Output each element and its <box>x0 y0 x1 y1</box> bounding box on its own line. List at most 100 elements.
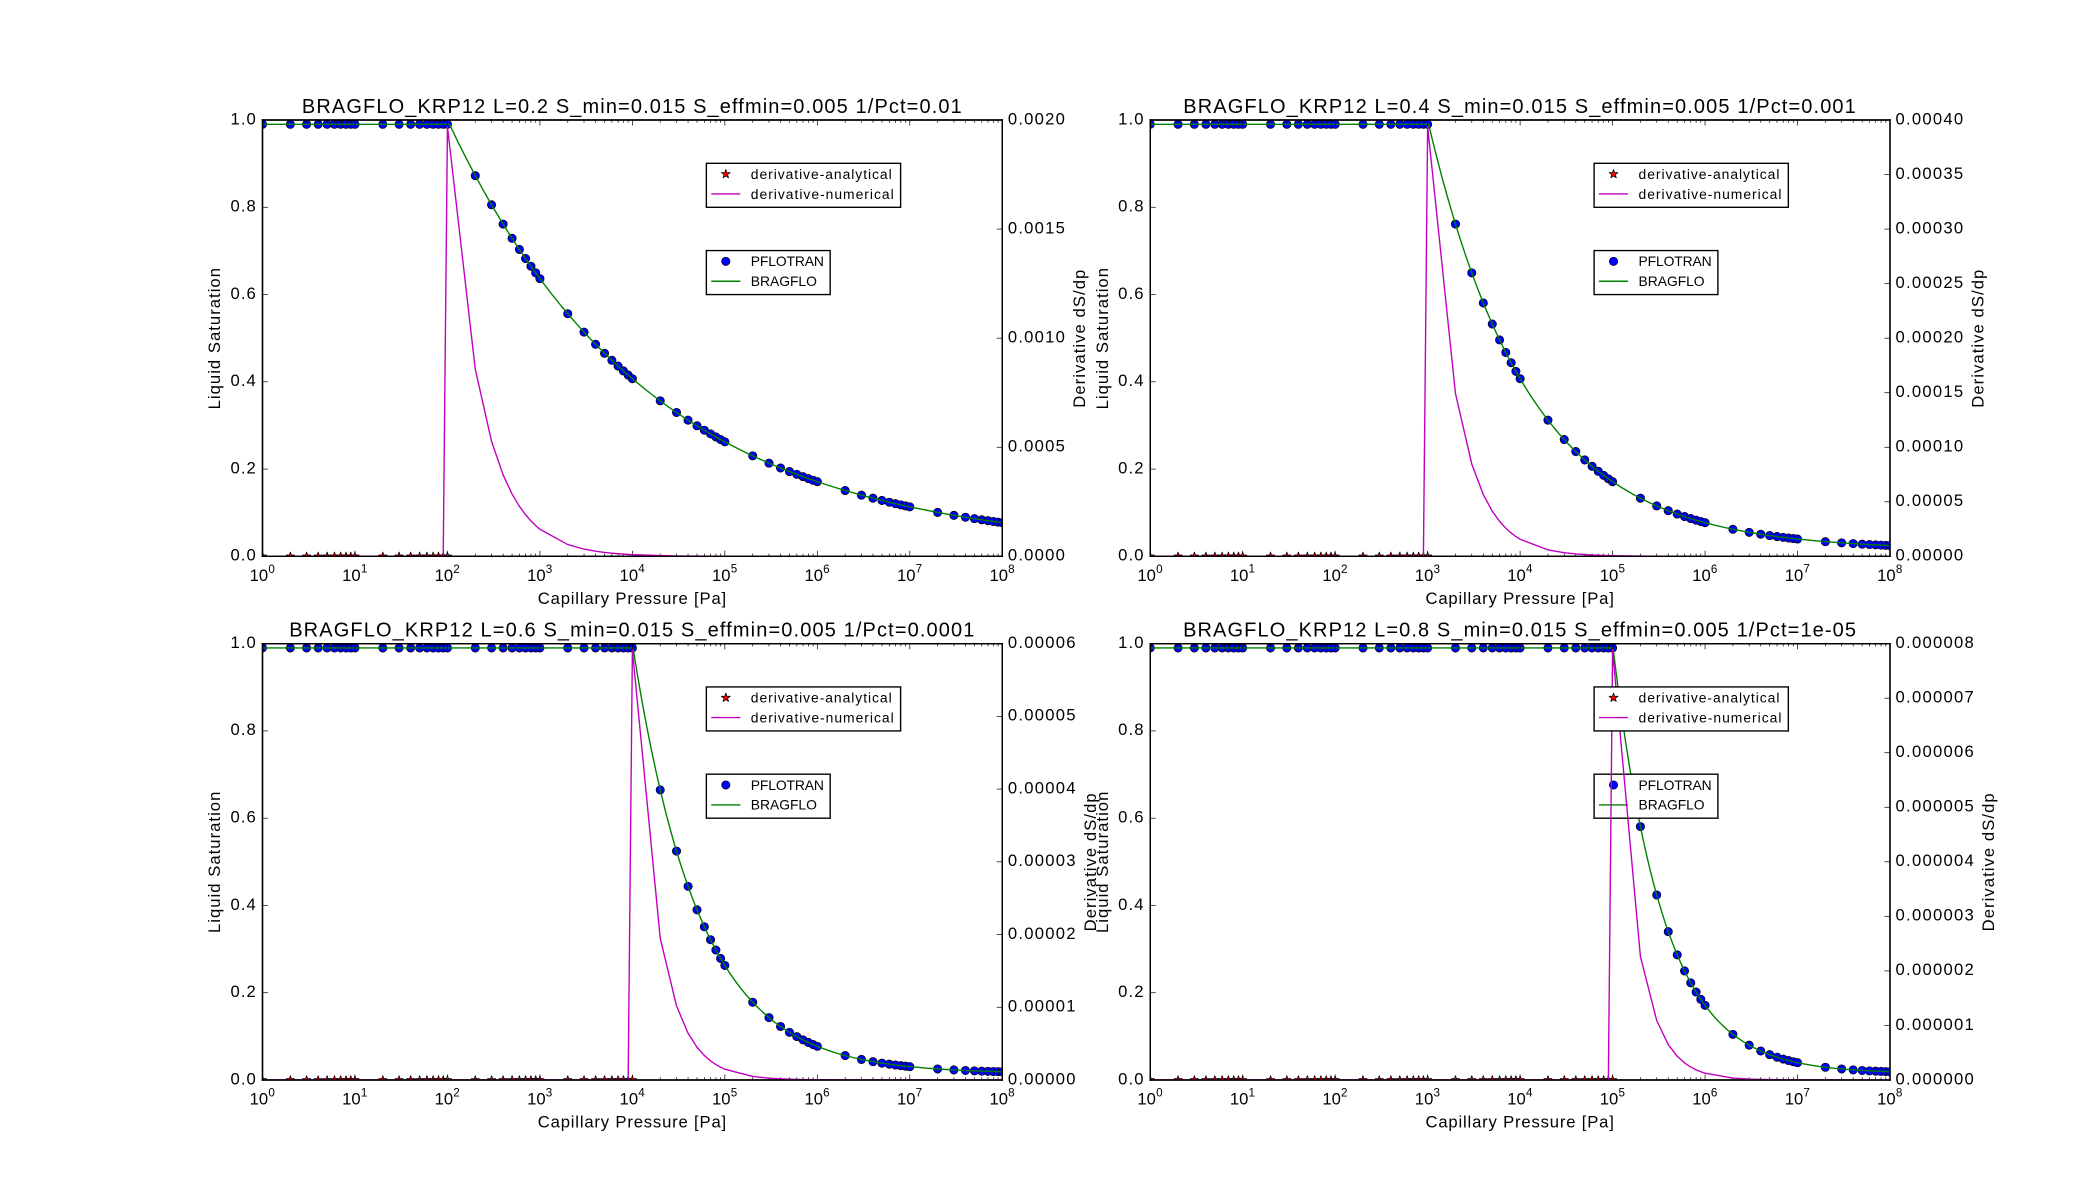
svg-text:1 0 0: 1 0 0 <box>250 561 276 586</box>
svg-text:Liquid Saturation: Liquid Saturation <box>205 791 224 933</box>
svg-text:1 0 5: 1 0 5 <box>1600 1084 1625 1109</box>
svg-text:1 0 2: 1 0 2 <box>435 1085 460 1110</box>
svg-text:derivative-numerical: derivative-numerical <box>1639 186 1783 202</box>
svg-text:derivative-analytical: derivative-analytical <box>751 690 893 706</box>
svg-text:1.0: 1.0 <box>1118 109 1145 128</box>
svg-text:0.4: 0.4 <box>1118 371 1145 390</box>
svg-text:BRAGFLO: BRAGFLO <box>751 273 817 289</box>
svg-text:1 0 6: 1 0 6 <box>804 1085 829 1110</box>
svg-text:1 0 3: 1 0 3 <box>1415 561 1440 586</box>
svg-text:0.0005: 0.0005 <box>1008 437 1066 456</box>
svg-text:0.8: 0.8 <box>1118 720 1145 739</box>
svg-text:1.0: 1.0 <box>230 109 257 128</box>
svg-text:0.000000: 0.000000 <box>1896 1069 1975 1088</box>
svg-text:0.00005: 0.00005 <box>1008 706 1077 725</box>
svg-text:Capillary Pressure [Pa]: Capillary Pressure [Pa] <box>538 589 727 608</box>
svg-text:1 0 5: 1 0 5 <box>712 561 737 586</box>
svg-text:1 0 5: 1 0 5 <box>1600 561 1625 586</box>
svg-text:0.0000: 0.0000 <box>1008 546 1066 565</box>
svg-text:0.00035: 0.00035 <box>1896 164 1965 183</box>
svg-text:derivative-analytical: derivative-analytical <box>1639 690 1781 706</box>
svg-text:Liquid Saturation: Liquid Saturation <box>1093 791 1112 933</box>
svg-text:0.0: 0.0 <box>1118 546 1145 565</box>
svg-text:BRAGFLO: BRAGFLO <box>1639 273 1705 289</box>
svg-text:0.6: 0.6 <box>1118 284 1145 303</box>
svg-text:0.000004: 0.000004 <box>1896 851 1975 870</box>
svg-text:1 0 8: 1 0 8 <box>1877 561 1902 586</box>
svg-text:derivative-analytical: derivative-analytical <box>1639 166 1781 182</box>
svg-text:0.00015: 0.00015 <box>1896 382 1965 401</box>
svg-text:Capillary Pressure [Pa]: Capillary Pressure [Pa] <box>1426 1113 1615 1132</box>
svg-text:1 0 1: 1 0 1 <box>1230 561 1255 586</box>
svg-text:0.4: 0.4 <box>230 895 257 914</box>
svg-text:Derivative dS/dp: Derivative dS/dp <box>1081 792 1100 931</box>
svg-text:1 0 1: 1 0 1 <box>342 1084 367 1109</box>
svg-text:0.2: 0.2 <box>1118 458 1145 477</box>
svg-text:0.000008: 0.000008 <box>1896 633 1975 652</box>
svg-text:0.8: 0.8 <box>230 720 257 739</box>
svg-text:1 0 4: 1 0 4 <box>620 1084 646 1109</box>
svg-text:1 0 7: 1 0 7 <box>897 561 922 586</box>
svg-text:0.0020: 0.0020 <box>1008 109 1066 128</box>
svg-text:0.00002: 0.00002 <box>1008 924 1077 943</box>
svg-text:0.0: 0.0 <box>1118 1069 1145 1088</box>
svg-text:BRAGFLO: BRAGFLO <box>751 797 817 813</box>
svg-text:Capillary Pressure [Pa]: Capillary Pressure [Pa] <box>1426 589 1615 608</box>
svg-text:1 0 0: 1 0 0 <box>1137 561 1163 586</box>
svg-text:0.000005: 0.000005 <box>1896 797 1975 816</box>
svg-text:1 0 3: 1 0 3 <box>1415 1085 1440 1110</box>
svg-text:0.00003: 0.00003 <box>1008 851 1077 870</box>
svg-text:0.8: 0.8 <box>230 197 257 216</box>
svg-text:1 0 6: 1 0 6 <box>1692 1085 1717 1110</box>
svg-text:0.000006: 0.000006 <box>1896 742 1975 761</box>
svg-text:0.000001: 0.000001 <box>1896 1015 1975 1034</box>
svg-text:1 0 1: 1 0 1 <box>1230 1084 1255 1109</box>
svg-text:1 0 3: 1 0 3 <box>527 1085 552 1110</box>
svg-text:1.0: 1.0 <box>1118 633 1145 652</box>
svg-text:0.00010: 0.00010 <box>1896 437 1965 456</box>
svg-text:PFLOTRAN: PFLOTRAN <box>751 777 824 793</box>
svg-text:0.0: 0.0 <box>230 1069 257 1088</box>
svg-text:0.00025: 0.00025 <box>1896 273 1965 292</box>
svg-text:1 0 7: 1 0 7 <box>897 1084 922 1109</box>
svg-text:1 0 0: 1 0 0 <box>1137 1085 1163 1110</box>
svg-text:1 0 7: 1 0 7 <box>1785 561 1810 586</box>
svg-text:1 0 4: 1 0 4 <box>1507 1084 1533 1109</box>
svg-text:0.00004: 0.00004 <box>1008 778 1077 797</box>
svg-text:0.0: 0.0 <box>230 546 257 565</box>
svg-text:0.00005: 0.00005 <box>1896 491 1965 510</box>
svg-text:PFLOTRAN: PFLOTRAN <box>1639 777 1712 793</box>
svg-text:1 0 2: 1 0 2 <box>1322 1085 1347 1110</box>
svg-text:0.6: 0.6 <box>1118 807 1145 826</box>
svg-text:Derivative dS/dp: Derivative dS/dp <box>1070 269 1089 408</box>
svg-text:0.00000: 0.00000 <box>1896 546 1965 565</box>
svg-text:1 0 5: 1 0 5 <box>712 1084 737 1109</box>
svg-text:0.00030: 0.00030 <box>1896 218 1965 237</box>
svg-text:1 0 3: 1 0 3 <box>527 561 552 586</box>
svg-text:0.2: 0.2 <box>230 458 257 477</box>
svg-text:1 0 6: 1 0 6 <box>804 561 829 586</box>
svg-text:PFLOTRAN: PFLOTRAN <box>1639 253 1712 269</box>
svg-text:0.0015: 0.0015 <box>1008 218 1066 237</box>
svg-text:derivative-numerical: derivative-numerical <box>751 186 895 202</box>
svg-text:Capillary Pressure [Pa]: Capillary Pressure [Pa] <box>538 1113 727 1132</box>
svg-text:0.00000: 0.00000 <box>1008 1069 1077 1088</box>
svg-text:0.00006: 0.00006 <box>1008 633 1077 652</box>
svg-text:0.00001: 0.00001 <box>1008 997 1077 1016</box>
svg-text:0.8: 0.8 <box>1118 197 1145 216</box>
svg-text:Liquid Saturation: Liquid Saturation <box>205 267 224 409</box>
svg-text:0.2: 0.2 <box>230 982 257 1001</box>
svg-text:Derivative dS/dp: Derivative dS/dp <box>1968 269 1987 408</box>
svg-text:0.00020: 0.00020 <box>1896 327 1965 346</box>
svg-text:1 0 2: 1 0 2 <box>1322 561 1347 586</box>
svg-text:0.6: 0.6 <box>230 284 257 303</box>
svg-text:1 0 8: 1 0 8 <box>989 561 1014 586</box>
svg-text:1 0 7: 1 0 7 <box>1785 1084 1810 1109</box>
svg-text:1 0 2: 1 0 2 <box>435 561 460 586</box>
svg-text:derivative-numerical: derivative-numerical <box>751 709 895 725</box>
svg-text:BRAGFLO: BRAGFLO <box>1639 797 1705 813</box>
svg-text:0.4: 0.4 <box>1118 895 1145 914</box>
svg-text:0.000003: 0.000003 <box>1896 906 1975 925</box>
svg-text:0.00040: 0.00040 <box>1896 109 1965 128</box>
svg-text:0.4: 0.4 <box>230 371 257 390</box>
